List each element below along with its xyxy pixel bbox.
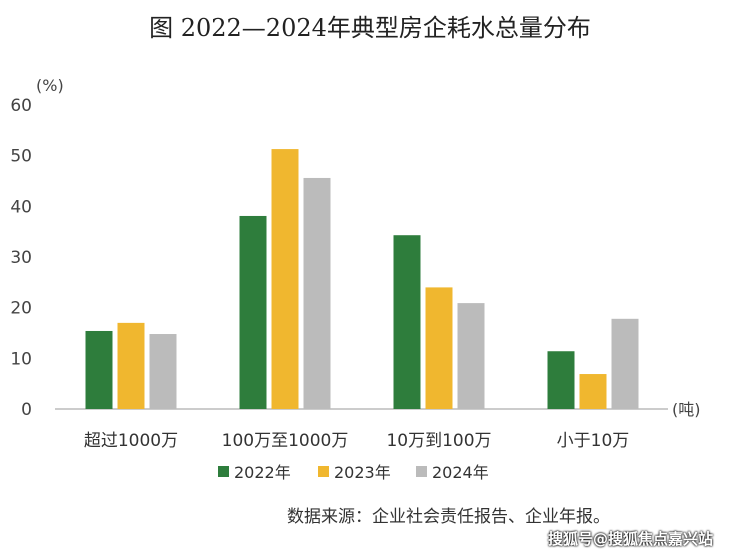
bar-2023年-10万到100万 — [425, 287, 453, 409]
legend-swatch — [416, 466, 427, 477]
bar-2022年-100万至1000万 — [239, 215, 267, 409]
bar-2022年-小于10万 — [547, 351, 575, 409]
x-tick-label: 超过1000万 — [84, 431, 178, 451]
bar-2024年-小于10万 — [611, 318, 639, 409]
bar-2023年-100万至1000万 — [271, 149, 299, 409]
x-tick-label: 100万至1000万 — [222, 431, 349, 451]
bar-2024年-10万到100万 — [457, 303, 485, 409]
bar-2023年-小于10万 — [579, 374, 607, 409]
y-tick-label: 20 — [10, 299, 32, 319]
y-tick-label: 60 — [10, 96, 32, 116]
watermark: 搜狐号@搜狐焦点嘉兴站 — [548, 530, 714, 548]
y-tick-label: 10 — [10, 349, 32, 369]
legend-swatch — [318, 466, 329, 477]
source-note: 数据来源：企业社会责任报告、企业年报。 — [287, 507, 610, 527]
y-tick-label: 30 — [10, 248, 32, 268]
y-tick-label: 40 — [10, 197, 32, 217]
y-tick-label: 50 — [10, 147, 32, 167]
y-tick-label: 0 — [21, 400, 32, 420]
legend-label: 2022年 — [234, 463, 291, 482]
bar-2024年-100万至1000万 — [303, 177, 331, 409]
legend-label: 2024年 — [432, 463, 489, 482]
bar-2024年-超过1000万 — [149, 334, 177, 409]
x-tick-label: 10万到100万 — [386, 431, 491, 451]
bar-2022年-超过1000万 — [85, 330, 113, 409]
bar-2023年-超过1000万 — [117, 322, 145, 409]
bar-2022年-10万到100万 — [393, 235, 421, 409]
x-tick-label: 小于10万 — [557, 431, 630, 451]
legend-label: 2023年 — [334, 463, 391, 482]
chart-title: 图 2022—2024年典型房企耗水总量分布 — [149, 14, 591, 42]
x-axis-label: (吨) — [672, 400, 701, 419]
legend-swatch — [218, 466, 229, 477]
y-axis-label: (%) — [36, 76, 64, 95]
